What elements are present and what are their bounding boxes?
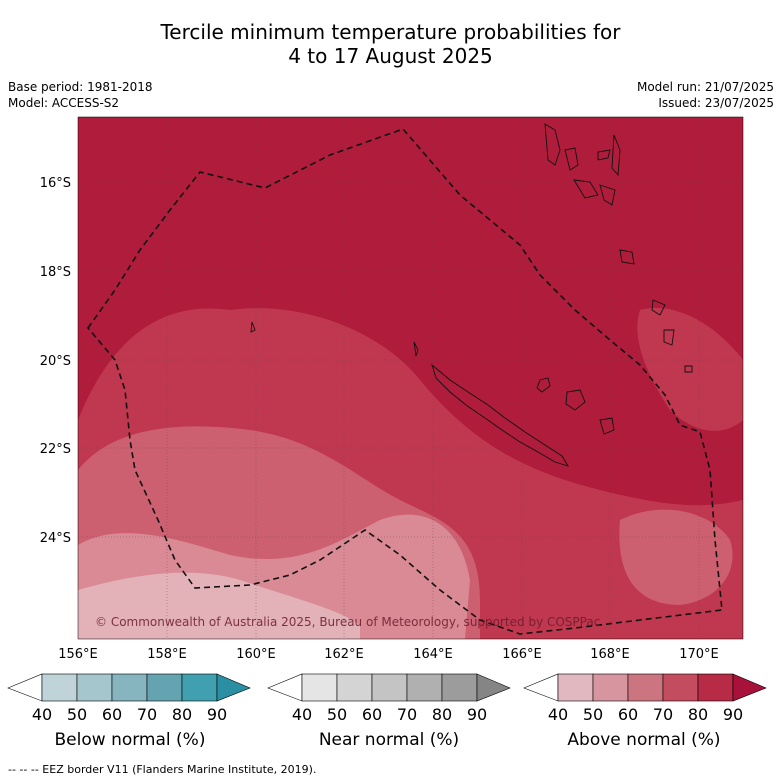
vanuatu-island-1	[544, 123, 561, 166]
colorbar-tick-label: 50	[67, 705, 87, 724]
colorbar-tick-label: 70	[397, 705, 417, 724]
latitude-label: 16°S	[40, 176, 71, 191]
colorbar-tick-label: 60	[102, 705, 122, 724]
colorbar-tick-label: 80	[688, 705, 708, 724]
base-period-text: Base period: 1981-2018	[8, 80, 153, 94]
colorbar-tick-label: 90	[723, 705, 743, 724]
longitude-label: 160°E	[236, 647, 276, 662]
landmass-outlines	[250, 123, 693, 467]
map-title-line1: Tercile minimum temperature probabilitie…	[160, 20, 621, 44]
longitude-label: 166°E	[502, 647, 542, 662]
latitude-labels: 16°S 18°S 20°S 22°S 24°S	[40, 176, 71, 546]
loyalty-island-3	[599, 417, 615, 435]
colorbar-tick-label: 60	[362, 705, 382, 724]
colorbar-tick-label: 90	[467, 705, 487, 724]
near-normal-label: Near normal (%)	[318, 730, 460, 750]
colorbar-tick-label: 80	[432, 705, 452, 724]
latitude-label: 24°S	[40, 531, 71, 546]
latitude-label: 20°S	[40, 354, 71, 369]
colorbar-tick-label: 60	[618, 705, 638, 724]
near-normal-arrow-low	[267, 673, 303, 702]
vanuatu-island-2	[564, 147, 579, 171]
colorbar-tick-label: 40	[548, 705, 568, 724]
vanuatu-island-6	[599, 184, 616, 206]
latitude-label: 22°S	[40, 442, 71, 457]
colorbar-tick-label: 40	[292, 705, 312, 724]
small-island-west	[250, 321, 256, 333]
vanuatu-island-7	[619, 249, 635, 265]
prob-patch-southeast	[619, 509, 733, 605]
graticule	[78, 117, 743, 639]
loyalty-island-2	[565, 389, 586, 411]
longitude-label: 156°E	[58, 647, 98, 662]
longitude-label: 164°E	[413, 647, 453, 662]
map-area	[78, 117, 743, 639]
model-run-text: Model run: 21/07/2025	[636, 80, 774, 94]
islet-north	[413, 341, 419, 357]
near-normal-arrow-high	[476, 673, 511, 702]
eez-border-line	[86, 128, 723, 635]
below-normal-arrow-low	[7, 673, 43, 702]
copyright-text: © Commonwealth of Australia 2025, Bureau…	[95, 615, 600, 629]
vanuatu-island-5	[611, 134, 621, 177]
near-normal-colorbar	[267, 673, 511, 702]
colorbar-tick-labels: 40 50 60 70 80 90 40 50 60 70 80 90 40 50 60 70 80 90	[32, 705, 743, 724]
below-normal-label: Below normal (%)	[54, 730, 206, 750]
vanuatu-island-4	[597, 149, 611, 161]
colorbar-tick-label: 50	[327, 705, 347, 724]
below-normal-colorbar	[7, 673, 251, 702]
latitude-label: 18°S	[40, 265, 71, 280]
colorbar-tick-label: 50	[583, 705, 603, 724]
map-frame	[77, 116, 744, 640]
colorbar-tick-label: 90	[207, 705, 227, 724]
longitude-label: 158°E	[147, 647, 187, 662]
above-normal-arrow-high	[732, 673, 767, 702]
loyalty-island-1	[536, 377, 551, 393]
above-normal-label: Above normal (%)	[567, 730, 721, 750]
small-island-east-2	[684, 365, 693, 373]
model-text: Model: ACCESS-S2	[8, 96, 120, 110]
below-normal-arrow-high	[216, 673, 251, 702]
longitude-label: 162°E	[324, 647, 364, 662]
loyalty-island-north	[651, 299, 666, 316]
new-caledonia-island	[431, 363, 569, 467]
small-island-east	[663, 329, 675, 346]
colorbar-tick-label: 70	[137, 705, 157, 724]
longitude-label: 170°E	[679, 647, 719, 662]
longitude-labels: 156°E 158°E 160°E 162°E 164°E 166°E 168°E 170°E	[58, 647, 719, 662]
vanuatu-island-3	[573, 179, 599, 199]
eez-footnote: -- -- -- EEZ border V11 (Flanders Marine…	[8, 763, 317, 776]
colorbar-tick-label: 40	[32, 705, 52, 724]
issued-text: Issued: 23/07/2025	[658, 96, 774, 110]
colorbar-tick-label: 70	[653, 705, 673, 724]
above-normal-colorbar	[523, 673, 767, 702]
longitude-label: 168°E	[590, 647, 630, 662]
colorbar-tick-label: 80	[172, 705, 192, 724]
map-title-line2: 4 to 17 August 2025	[288, 44, 493, 68]
prob-band-40-50	[78, 572, 360, 639]
above-normal-arrow-low	[523, 673, 559, 702]
